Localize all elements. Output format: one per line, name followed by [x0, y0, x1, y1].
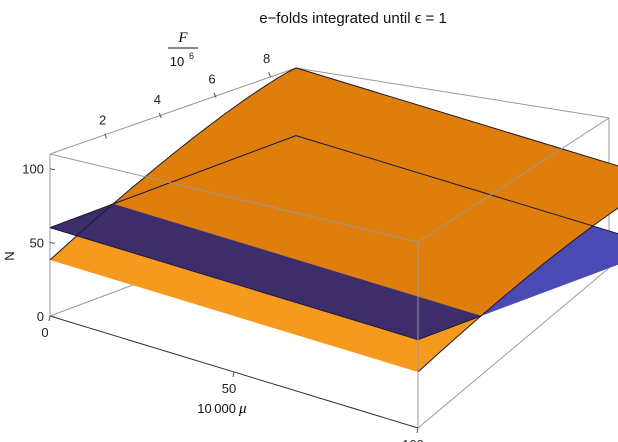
- x-axis-label-exponent: 6: [189, 51, 194, 61]
- orange-edge-Fmax: [295, 67, 618, 167]
- x-tick-mark: [268, 72, 272, 78]
- y-axis-label-coeff: 10 000: [197, 401, 236, 416]
- axis-ticks: 2 4 6 8 0 50 100 0 50 100: [22, 51, 424, 442]
- y-axis-label-symbol: μ: [238, 401, 247, 417]
- blue-plane-edge-mu0: [49, 135, 297, 229]
- z-tick-mark: [49, 241, 56, 244]
- z-tick-mark: [49, 168, 56, 171]
- blue-plane-front: [50, 203, 482, 340]
- x-tick-mark: [104, 133, 108, 139]
- x-tick-label: 8: [263, 51, 270, 66]
- x-tick-label: 4: [154, 92, 161, 107]
- y-tick-label: 0: [41, 325, 48, 340]
- surfaces: [49, 67, 618, 373]
- x-tick-label: 6: [208, 72, 215, 87]
- y-tick-label: 50: [222, 381, 236, 396]
- x-tick-mark: [158, 112, 162, 119]
- x-axis-label-denominator: 10: [170, 54, 184, 69]
- x-axis-label: F 10 6: [168, 30, 198, 69]
- z-axis-label: N: [2, 251, 17, 260]
- orange-surface-upper: [113, 67, 618, 316]
- y-tick-mark: [416, 427, 419, 434]
- x-tick-label: 2: [99, 113, 106, 128]
- y-tick-mark: [48, 315, 51, 322]
- x-tick-mark: [213, 92, 217, 98]
- z-tick-label: 50: [30, 235, 44, 250]
- chart-title: e−folds integrated until ϵ = 1: [259, 10, 447, 27]
- z-tick-mark: [49, 315, 56, 318]
- orange-edge-mu100: [417, 207, 618, 373]
- blue-plane-edge-mu100: [417, 315, 482, 341]
- z-tick-label: 100: [22, 162, 44, 177]
- blue-plane-edge-Fmax: [295, 135, 618, 235]
- y-tick-label: 100: [402, 437, 424, 442]
- x-axis-label-numerator: F: [177, 30, 188, 46]
- orange-edge-mu0: [49, 67, 297, 261]
- y-tick-mark: [232, 371, 235, 378]
- blue-plane-edge-F0: [49, 227, 419, 341]
- y-axis-label: 10 000 μ: [197, 401, 247, 417]
- z-tick-label: 0: [37, 309, 44, 324]
- box-front: [49, 117, 610, 429]
